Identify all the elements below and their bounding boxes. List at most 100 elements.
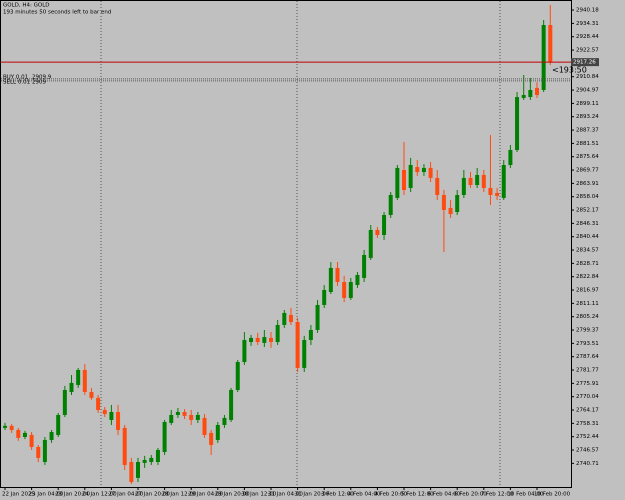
candle-body <box>415 167 420 173</box>
x-tick-label: 29 Jan 04:00 <box>188 492 223 498</box>
plot-frame <box>0 0 572 488</box>
y-tick-label: 2904.97 <box>576 88 599 94</box>
candle-body <box>302 339 307 368</box>
candle-body <box>348 282 353 298</box>
y-tick-label: 2858.04 <box>576 194 599 200</box>
y-tick-label: 2869.77 <box>576 168 599 174</box>
candle-body <box>149 457 154 463</box>
y-tick-label: 2934.31 <box>576 21 599 27</box>
candle-body <box>202 417 207 435</box>
candle-body <box>9 425 14 430</box>
x-tick-label: 6 Feb 20:00 <box>454 492 487 498</box>
candle-body <box>408 164 413 188</box>
candle-body <box>235 362 240 390</box>
y-tick-label: 2834.57 <box>576 248 599 254</box>
candle-body <box>402 169 406 190</box>
x-tick-label: 28 Jan 12:00 <box>162 492 197 498</box>
order-price: 2909 <box>32 79 46 85</box>
candle-body <box>76 369 81 385</box>
candle-body <box>288 314 293 323</box>
x-tick-label: 30 Jan 12:00 <box>241 492 276 498</box>
candle-body <box>56 414 61 435</box>
candle-body <box>461 177 466 195</box>
candle-body <box>421 167 426 173</box>
y-tick-label: 2840.44 <box>576 234 599 240</box>
candle-body <box>222 417 227 425</box>
x-tick-label: 22 Jan 2025 <box>2 492 35 498</box>
candle-body <box>501 164 506 198</box>
y-tick-label: 2863.91 <box>576 181 599 187</box>
candle-body <box>169 414 174 423</box>
candle-body <box>535 87 539 95</box>
bar-timer: <193:50 <box>552 66 587 75</box>
order-label: BUY 0.01 <box>3 74 28 80</box>
x-tick-label: 23 Jan 04:00 <box>29 492 64 498</box>
candle-body <box>69 382 74 393</box>
candle-body <box>255 337 260 343</box>
candle-body <box>541 24 546 90</box>
y-tick-label: 2940.18 <box>576 8 599 14</box>
candle-body <box>315 304 320 330</box>
candle-body <box>275 324 280 343</box>
candle-body <box>269 337 273 343</box>
y-tick-label: 2899.11 <box>576 101 599 107</box>
x-tick-label: 10 Feb 04:00 <box>507 492 544 498</box>
y-tick-label: 2875.64 <box>576 154 599 160</box>
y-tick-label: 2746.57 <box>576 448 599 454</box>
candle-body <box>368 229 373 258</box>
candle-body <box>395 167 400 198</box>
candle-body <box>375 229 380 235</box>
x-tick-label: 24 Jan 12:00 <box>82 492 117 498</box>
x-tick-label: 7 Feb 12:00 <box>481 492 514 498</box>
x-tick-label: 4 Feb 04:00 <box>348 492 381 498</box>
candle-body <box>262 337 267 343</box>
bid-label-box <box>571 58 599 67</box>
candle-body <box>362 254 367 278</box>
candle-body <box>142 459 147 463</box>
x-tick-label: 5 Feb 12:00 <box>401 492 434 498</box>
x-tick-label: 23 Jan 20:00 <box>55 492 90 498</box>
candle-body <box>468 177 473 185</box>
candle-body <box>182 412 187 416</box>
candle-body <box>441 194 446 210</box>
y-tick-label: 2852.17 <box>576 208 599 214</box>
x-tick-label: 4 Feb 20:00 <box>374 492 407 498</box>
candle-body <box>96 397 101 410</box>
candle-body <box>435 177 440 195</box>
y-tick-label: 2787.64 <box>576 354 599 360</box>
candle-body <box>335 267 340 283</box>
x-tick-label: 10 Feb 20:00 <box>534 492 571 498</box>
y-tick-label: 2816.97 <box>576 288 599 294</box>
candle-body <box>515 97 520 150</box>
candle-body <box>428 167 433 178</box>
y-tick-label: 2775.91 <box>576 381 599 387</box>
candle-body <box>36 447 41 458</box>
candle-body <box>229 389 234 420</box>
x-tick-label: 31 Jan 20:00 <box>295 492 330 498</box>
candle-body <box>162 422 167 453</box>
x-tick-label: 27 Jan 20:00 <box>135 492 170 498</box>
candle-body <box>189 414 194 420</box>
candle-body <box>528 89 533 98</box>
y-tick-label: 2764.17 <box>576 408 599 414</box>
chart-subtitle: 193 minutes 50 seconds left to bar end <box>3 10 111 16</box>
y-tick-label: 2740.71 <box>576 461 599 467</box>
y-tick-label: 2893.24 <box>576 114 599 120</box>
candle-body <box>215 424 220 440</box>
y-tick-label: 2799.37 <box>576 328 599 334</box>
candle-body <box>62 389 67 415</box>
candle-body <box>102 409 107 415</box>
candle-body <box>475 174 480 185</box>
candle-body <box>89 392 94 398</box>
candle-body <box>136 462 140 478</box>
order-label: SELL 0.01 <box>3 79 30 85</box>
y-tick-label: 2922.57 <box>576 48 599 54</box>
candle-body <box>481 174 486 188</box>
candle-body <box>175 412 180 415</box>
y-tick-label: 2793.51 <box>576 341 599 347</box>
y-tick-label: 2828.71 <box>576 261 599 267</box>
candle-body <box>382 214 387 235</box>
candle-body <box>109 412 114 420</box>
candle-body <box>455 194 460 213</box>
